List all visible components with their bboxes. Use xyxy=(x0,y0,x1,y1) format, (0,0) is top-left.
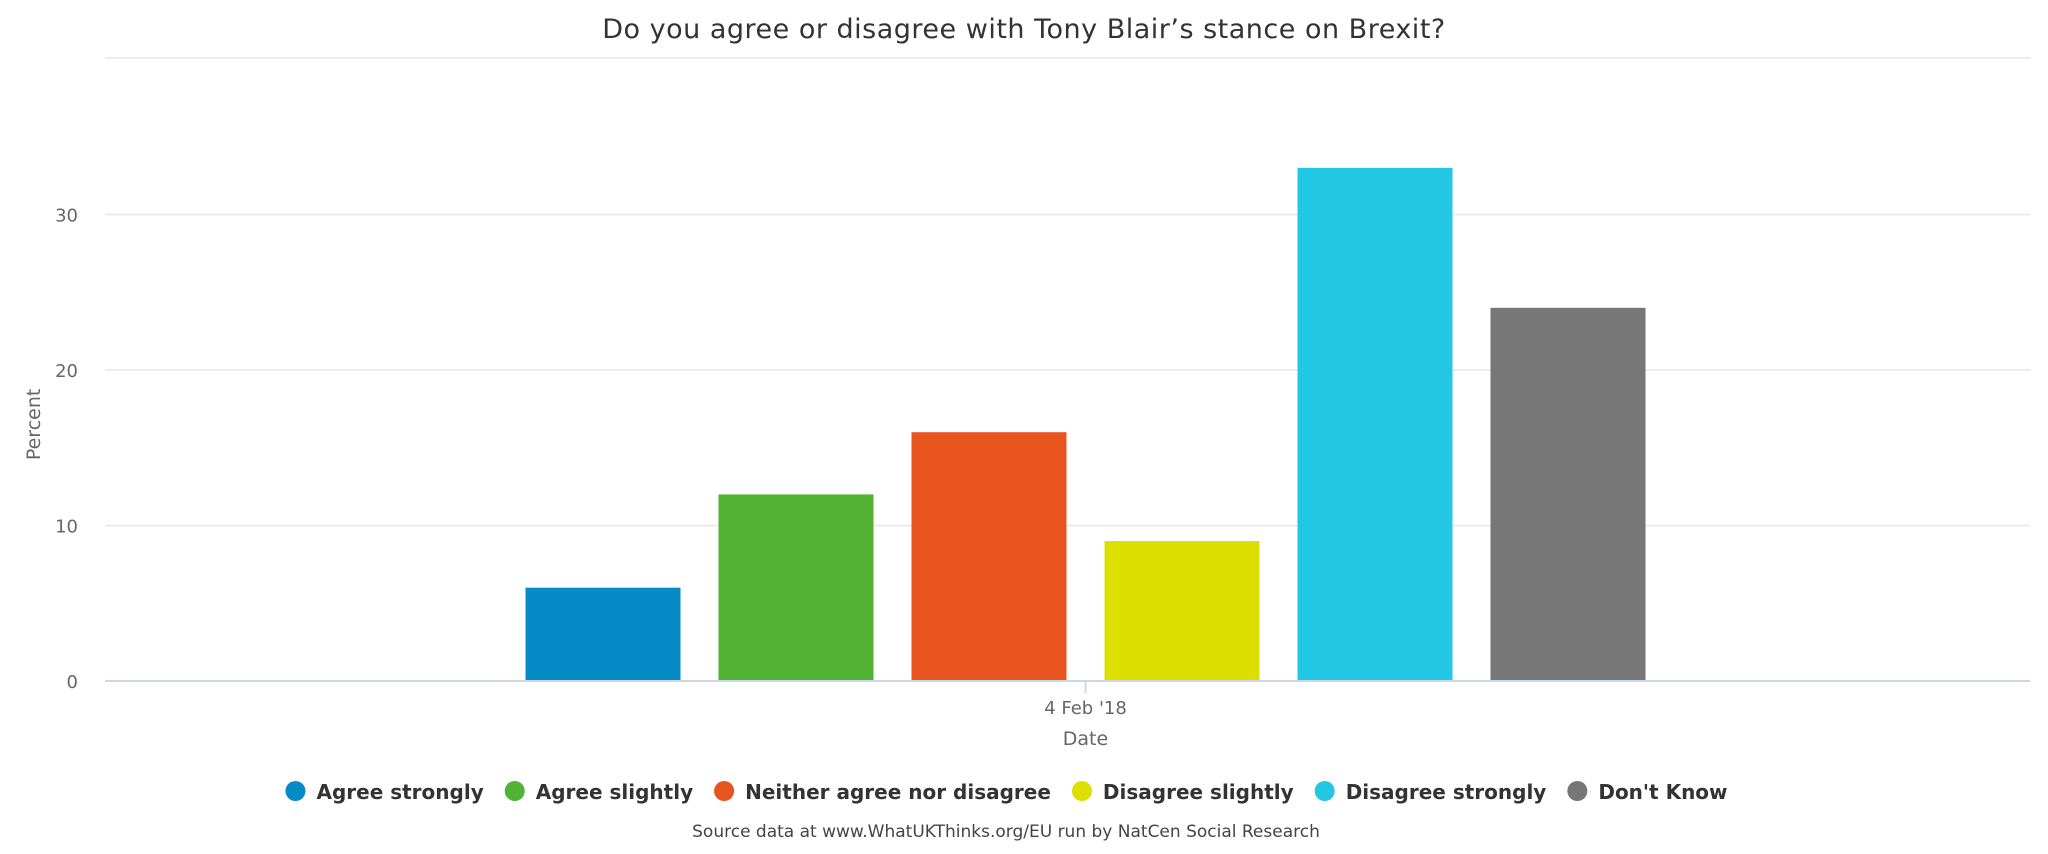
y-tick-label: 0 xyxy=(67,672,78,693)
legend-marker xyxy=(714,781,735,801)
bar-disagree-strongly[interactable] xyxy=(1297,167,1453,682)
y-tick-label: 10 xyxy=(55,517,78,538)
legend-label: Neither agree nor disagree xyxy=(745,780,1051,804)
grid-lines xyxy=(105,213,2030,527)
x-axis-title: Date xyxy=(1063,728,1108,750)
legend-marker xyxy=(504,781,525,801)
legend-marker xyxy=(1567,781,1588,801)
legend-label: Disagree slightly xyxy=(1103,780,1294,804)
bars xyxy=(525,167,1646,682)
x-axis-tick-label: 4 Feb '18 xyxy=(1044,698,1127,719)
legend-item-disagree-slightly[interactable]: Disagree slightly xyxy=(1071,780,1294,804)
y-axis-title: Percent xyxy=(23,389,45,461)
legend-item-agree-slightly[interactable]: Agree slightly xyxy=(504,780,693,804)
bar-don-t-know[interactable] xyxy=(1490,307,1646,681)
legend-label: Don't Know xyxy=(1598,780,1727,804)
legend-marker xyxy=(1071,781,1092,801)
bar-agree-slightly[interactable] xyxy=(718,494,874,681)
y-tick-label: 20 xyxy=(55,361,78,382)
y-tick-label: 30 xyxy=(55,206,78,227)
y-axis-ticks: 0 10 20 30 xyxy=(55,206,78,694)
source-credit: Source data at www.WhatUKThinks.org/EU r… xyxy=(692,822,1320,842)
legend-label: Agree strongly xyxy=(316,780,483,804)
legend-marker xyxy=(285,781,306,801)
legend-item-neither-agree-nor-disagree[interactable]: Neither agree nor disagree xyxy=(714,780,1051,804)
legend: Agree strongly Agree slightly Neither agre… xyxy=(285,780,1728,804)
legend-item-don-t-know[interactable]: Don't Know xyxy=(1567,780,1728,804)
bar-neither-agree-nor-disagree[interactable] xyxy=(911,432,1067,681)
chart-title: Do you agree or disagree with Tony Blair… xyxy=(602,14,1445,45)
bar-agree-strongly[interactable] xyxy=(525,587,681,681)
legend-item-agree-strongly[interactable]: Agree strongly xyxy=(285,780,484,804)
legend-marker xyxy=(1314,781,1335,801)
legend-label: Agree slightly xyxy=(536,780,693,804)
bar-disagree-slightly[interactable] xyxy=(1104,541,1260,681)
legend-label: Disagree strongly xyxy=(1346,780,1547,804)
legend-item-disagree-strongly[interactable]: Disagree strongly xyxy=(1314,780,1547,804)
